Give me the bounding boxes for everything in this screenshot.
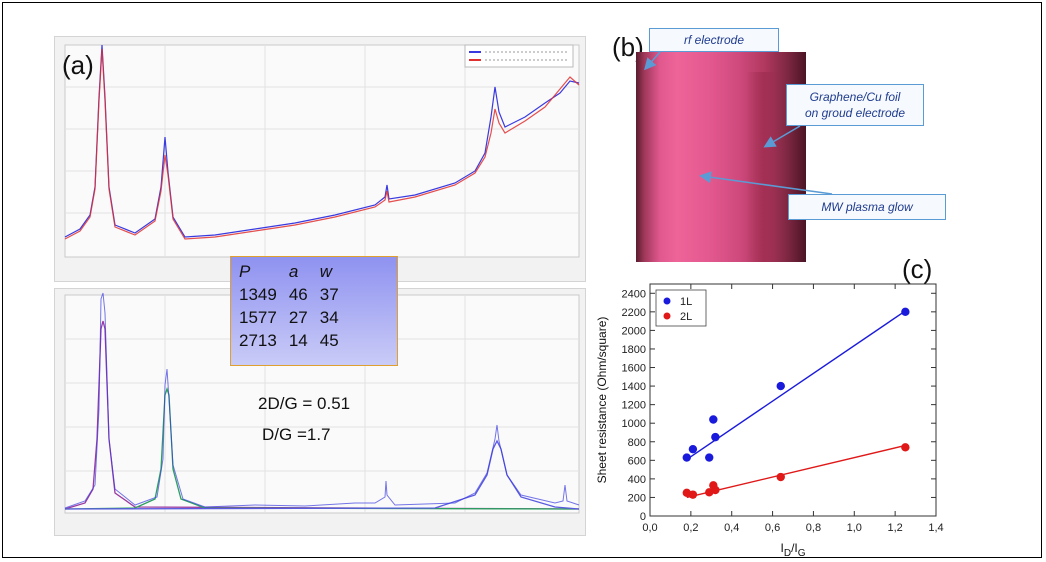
legend-label-2L: 2L	[680, 311, 692, 323]
callout-rf-electrode-text: rf electrode	[683, 33, 745, 47]
y-tick-label: 1800	[622, 344, 646, 356]
legend-label-1L: 1L	[680, 296, 692, 308]
x-tick-label: 0,4	[724, 522, 739, 534]
fit-params-table: P a w 1349 46 37 1577 27 34 2713 14 45	[233, 261, 345, 353]
x-tick-label: 0,2	[683, 522, 698, 534]
y-axis: 0 200 400 600 800 1000 1200 1400 1600 1800 2000 220…	[622, 288, 936, 523]
table-row: 2713 14 45	[233, 330, 345, 353]
callout-plasma-text: MW plasma glow	[821, 200, 913, 214]
table-cell: 45	[319, 331, 339, 350]
x-tick-label: 0,8	[806, 522, 821, 534]
legend-marker-1L	[663, 297, 671, 305]
x-axis: 0,0 0,2 0,4 0,6 0,8 1,0 1,2 1,4	[642, 284, 944, 534]
callout-graphene-line1: Graphene/Cu foil	[809, 90, 901, 104]
x-axis-title-part: I	[780, 541, 783, 555]
data-points	[682, 307, 910, 499]
fit-params-header-p: P	[239, 262, 251, 281]
fit-params-header-w: w	[319, 262, 333, 281]
photo-electrode-shadow	[746, 72, 781, 262]
legend-marker-2L	[663, 312, 671, 320]
x-axis-title-part: /I	[791, 541, 798, 555]
panel-label-c: (c)	[902, 254, 933, 284]
y-tick-label: 1400	[622, 381, 646, 393]
x-axis-title-subscript: G	[798, 548, 806, 556]
y-axis-title: Sheet resistance (Ohm/square)	[595, 317, 609, 484]
table-row: 1349 46 37	[233, 284, 345, 307]
plasma-photo	[636, 52, 806, 262]
arrow-graphene-foil	[763, 125, 801, 148]
point-1L	[709, 415, 718, 424]
fit-line-1L	[686, 310, 906, 460]
callout-rf-electrode: rf electrode	[649, 28, 779, 52]
point-1L	[711, 432, 720, 442]
sheet-resistance-chart: 0 200 400 600 800 1000 1200 1400 1600 1800 2000 220…	[595, 283, 944, 556]
table-cell: 1577	[239, 308, 277, 327]
x-axis-title: ID/IG	[780, 541, 805, 556]
point-1L	[688, 444, 698, 454]
point-2L	[688, 490, 698, 499]
point-1L	[776, 381, 785, 391]
point-1L	[901, 307, 910, 317]
legend-box	[655, 289, 707, 327]
raman-spectrum-top-plot	[64, 44, 580, 258]
fit-line-2L	[686, 444, 906, 499]
table-cell: 34	[319, 308, 339, 327]
table-cell: 27	[288, 308, 308, 327]
y-tick-label: 200	[628, 492, 646, 504]
y-tick-label: 600	[628, 455, 646, 467]
y-tick-label: 400	[628, 474, 646, 486]
table-cell: 2713	[239, 331, 277, 350]
point-2L	[776, 472, 785, 482]
y-tick-label: 1600	[622, 363, 646, 375]
y-tick-label: 1000	[622, 418, 646, 430]
point-2L	[711, 485, 720, 495]
y-tick-label: 2400	[622, 288, 646, 300]
raman-top-legend	[464, 44, 574, 68]
x-axis-title-subscript: D	[784, 548, 791, 556]
point-2L	[901, 443, 910, 452]
point-1L	[682, 453, 691, 462]
table-cell: 14	[288, 331, 308, 350]
arrow-plasma-glow	[699, 171, 833, 195]
callout-graphene-line2: on groud electrode	[804, 106, 906, 120]
x-tick-label: 1,0	[847, 522, 862, 534]
ratio-d-g: D/G =1.7	[262, 425, 331, 444]
fit-params-header-row: P a w	[233, 261, 345, 284]
arrow-rf-electrode	[644, 51, 661, 71]
raman-bottom-data	[64, 292, 580, 509]
raman-bottom-fit-2	[64, 386, 580, 510]
x-tick-label: 0,6	[765, 522, 780, 534]
callout-graphene-foil: Graphene/Cu foil on groud electrode	[786, 84, 924, 126]
y-tick-label: 0	[640, 511, 646, 523]
fit-lines	[686, 310, 906, 499]
y-tick-label: 800	[628, 437, 646, 449]
y-tick-label: 2200	[622, 307, 646, 319]
raman-top-red-trace	[64, 48, 580, 240]
table-row: 1577 27 34	[233, 307, 345, 330]
y-tick-label: 2000	[622, 325, 646, 337]
table-cell: 37	[319, 285, 339, 304]
x-tick-label: 1,4	[928, 522, 943, 534]
table-cell: 1349	[239, 285, 277, 304]
point-1L	[705, 453, 714, 462]
panel-label-a: (a)	[62, 50, 94, 80]
callout-plasma-glow: MW plasma glow	[788, 194, 946, 220]
fit-params-box: P a w 1349 46 37 1577 27 34 2713 14 45	[230, 256, 398, 366]
table-cell: 46	[288, 285, 308, 304]
x-tick-label: 1,2	[887, 522, 902, 534]
y-tick-label: 1200	[622, 400, 646, 412]
x-tick-label: 0,0	[642, 522, 657, 534]
raman-bottom-fit-1	[64, 320, 580, 510]
plot-area	[649, 283, 937, 517]
ratio-2d-g: 2D/G = 0.51	[258, 394, 351, 413]
fit-params-header-a: a	[288, 262, 299, 281]
